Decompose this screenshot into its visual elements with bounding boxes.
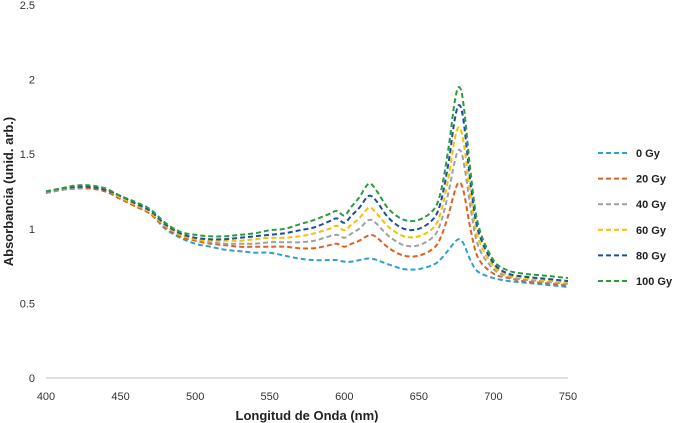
series-line-2 — [45, 148, 569, 285]
y-tick-label: 0.5 — [20, 298, 35, 310]
legend-label: 0 Gy — [636, 148, 661, 160]
series-line-0 — [45, 187, 569, 288]
y-tick-label: 0 — [29, 373, 35, 385]
legend-label: 100 Gy — [636, 276, 673, 288]
y-axis-ticks: 0 0.5 1 1.5 2 2.5 — [20, 0, 35, 385]
x-tick-label: 750 — [559, 391, 577, 403]
legend-label: 20 Gy — [636, 174, 667, 186]
series-line-1 — [45, 181, 569, 287]
x-tick-label: 700 — [484, 391, 502, 403]
x-tick-label: 500 — [186, 391, 204, 403]
legend-label: 40 Gy — [636, 199, 667, 211]
series-line-5 — [45, 86, 569, 279]
y-tick-label: 1.5 — [20, 149, 35, 161]
y-axis-title: Absorbancia (unid. arb.) — [1, 117, 16, 267]
x-tick-label: 600 — [335, 391, 353, 403]
legend-label: 60 Gy — [636, 225, 667, 237]
y-tick-label: 2.5 — [20, 0, 35, 12]
x-tick-label: 650 — [410, 391, 428, 403]
x-tick-label: 450 — [111, 391, 129, 403]
x-axis-ticks: 400 450 500 550 600 650 700 750 — [37, 391, 577, 403]
series-line-3 — [45, 126, 569, 284]
series-lines — [45, 86, 569, 288]
y-tick-label: 2 — [29, 75, 35, 87]
x-axis-title: Longitud de Onda (nm) — [236, 408, 379, 423]
x-tick-label: 400 — [37, 391, 55, 403]
legend-label: 80 Gy — [636, 250, 667, 262]
x-tick-label: 550 — [261, 391, 279, 403]
series-line-4 — [45, 104, 569, 282]
legend: 0 Gy 20 Gy 40 Gy 60 Gy 80 Gy 100 Gy — [598, 148, 673, 288]
y-tick-label: 1 — [29, 224, 35, 236]
